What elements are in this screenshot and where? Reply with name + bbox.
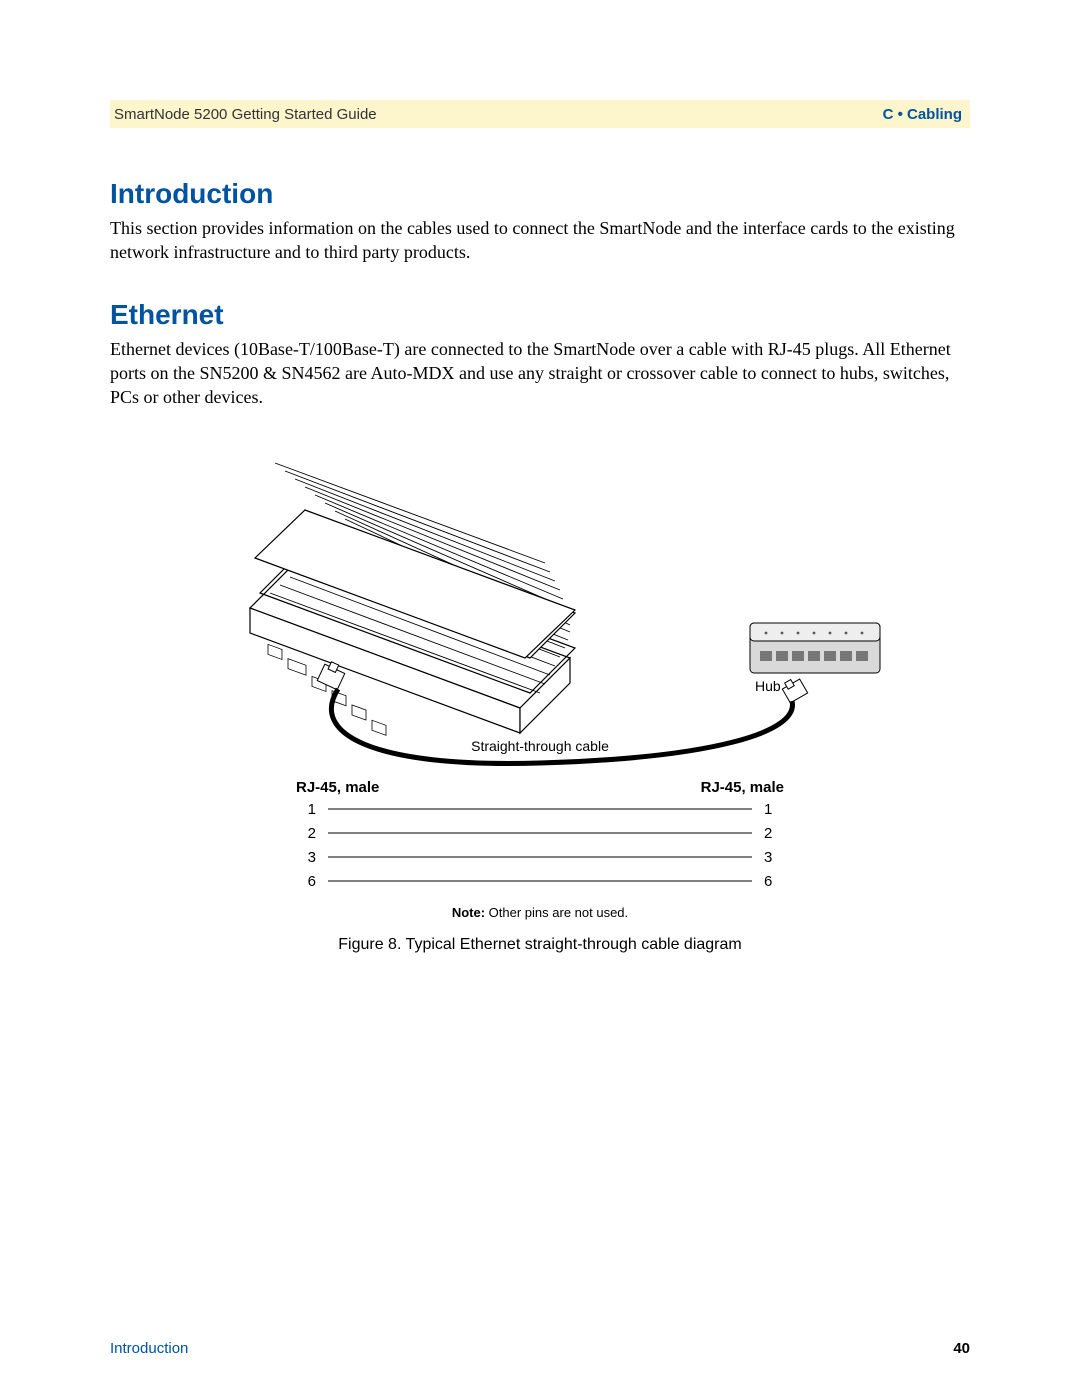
figure-caption: Figure 8. Typical Ethernet straight-thro… [338,936,741,954]
pinout-block: RJ-45, male RJ-45, male 1 1 2 2 3 3 6 6 Note: O… [290,779,790,920]
ethernet-diagram-svg: Hub Straight-through cable [190,433,890,773]
svg-text:6: 6 [764,873,772,890]
svg-text:6: 6 [308,873,316,890]
pinout-svg: 1 1 2 2 3 3 6 6 [290,796,790,896]
hub-device [750,623,880,673]
section-label: C • Cabling [883,106,962,123]
page-number: 40 [953,1340,970,1357]
svg-text:1: 1 [308,801,316,818]
intro-paragraph: This section provides information on the… [110,216,970,265]
smartnode-device [250,463,580,735]
figure-8: Hub Straight-through cable RJ-45, male R… [110,433,970,954]
rj45-right-icon [782,680,807,704]
pinout-left-header: RJ-45, male [296,779,379,796]
svg-text:3: 3 [764,849,772,866]
page-content: SmartNode 5200 Getting Started Guide C •… [110,100,970,954]
heading-introduction: Introduction [110,178,970,210]
heading-ethernet: Ethernet [110,299,970,331]
svg-text:1: 1 [764,801,772,818]
cable-type-label: Straight-through cable [471,738,609,754]
footer-section: Introduction [110,1340,188,1357]
svg-text:3: 3 [308,849,316,866]
page-footer: Introduction 40 [110,1340,970,1357]
svg-text:2: 2 [308,825,316,842]
hub-label-text: Hub [755,678,781,694]
running-header: SmartNode 5200 Getting Started Guide C •… [110,100,970,128]
doc-title: SmartNode 5200 Getting Started Guide [114,106,377,123]
svg-text:2: 2 [764,825,772,842]
pinout-note: Note: Other pins are not used. [290,905,790,920]
ethernet-paragraph: Ethernet devices (10Base-T/100Base-T) ar… [110,337,970,410]
pinout-right-header: RJ-45, male [701,779,784,796]
